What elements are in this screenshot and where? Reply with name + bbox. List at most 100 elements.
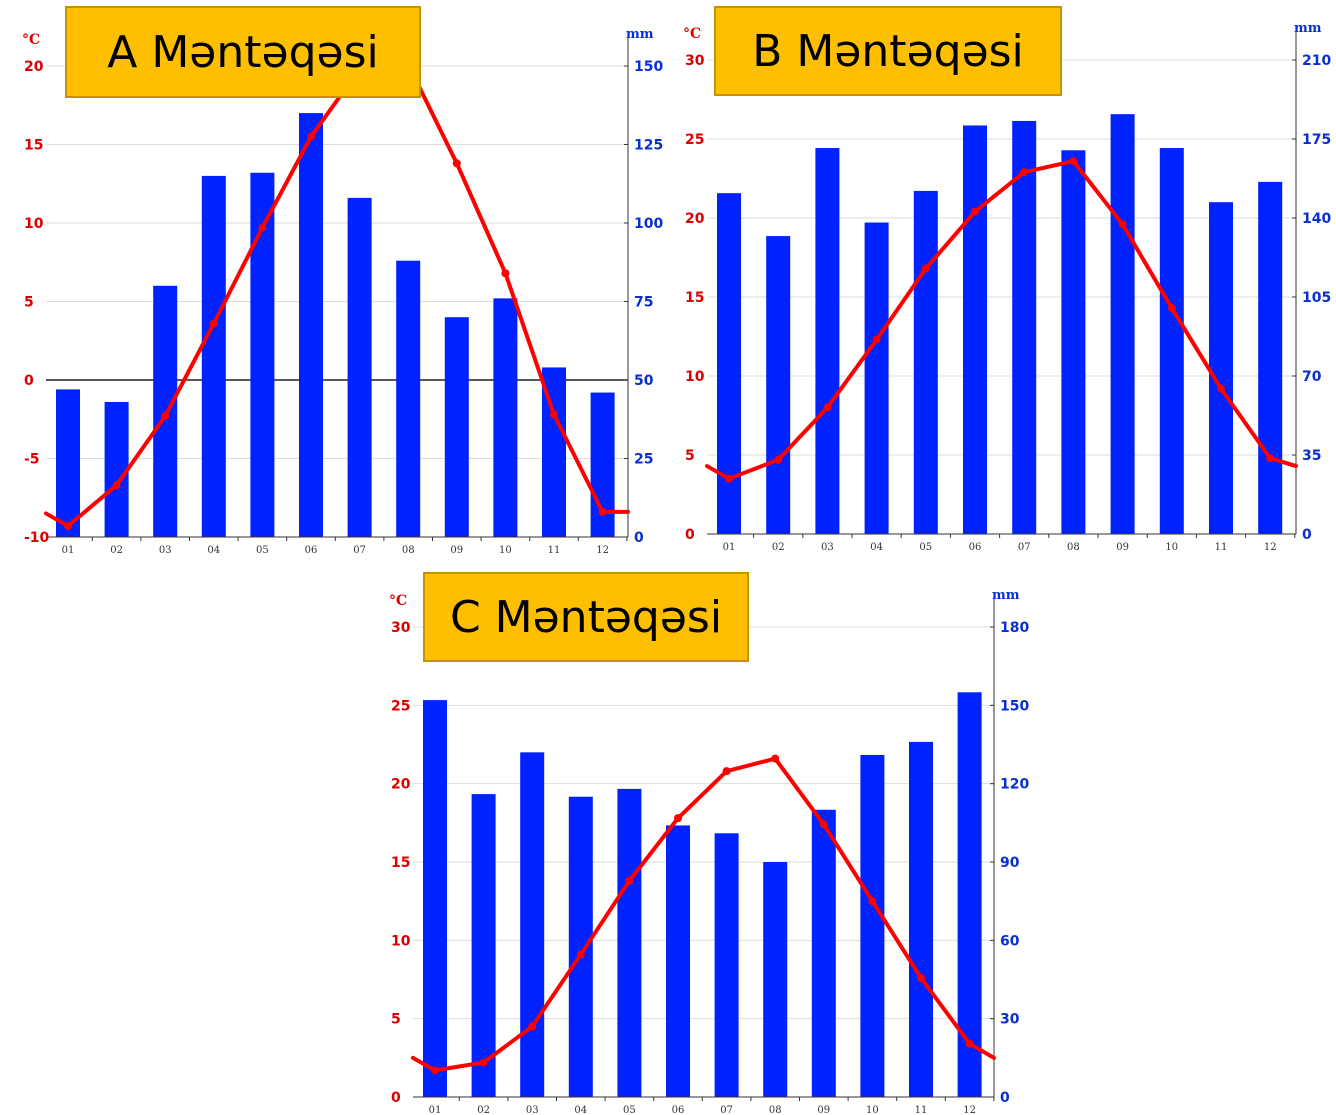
precip-tick-label: 100: [634, 216, 663, 232]
precip-bar: [201, 175, 226, 537]
temp-tick-label: 15: [391, 855, 410, 871]
month-label: 07: [720, 1105, 733, 1115]
temperature-line: [705, 159, 1298, 481]
month-label: 11: [548, 545, 561, 556]
temp-tick-label: -5: [24, 452, 40, 468]
temperature-point: [971, 207, 979, 216]
temp-tick-label: 20: [24, 59, 44, 75]
precip-tick-label: 105: [1302, 290, 1331, 306]
temperature-point: [1266, 454, 1275, 463]
precip-bar: [617, 788, 642, 1097]
month-label: 05: [919, 542, 932, 553]
temperature-point: [921, 264, 930, 273]
precip-tick-label: 75: [634, 295, 653, 311]
month-label: 11: [1215, 542, 1228, 553]
month-label: 11: [915, 1105, 928, 1115]
temperature-point: [258, 223, 267, 232]
month-label: 04: [207, 545, 220, 556]
precip-bar: [815, 148, 840, 534]
temp-tick-label: 15: [685, 290, 704, 306]
precip-tick-label: 180: [1000, 620, 1029, 636]
temp-tick-label: 5: [24, 295, 34, 311]
precip-tick-label: 0: [1000, 1090, 1010, 1106]
temperature-point: [965, 1039, 974, 1048]
month-label: 09: [1116, 542, 1129, 553]
temperature-point: [823, 403, 832, 412]
temp-tick-label: -10: [24, 530, 50, 546]
precip-bar: [299, 113, 323, 537]
temp-tick-label: 25: [685, 132, 704, 148]
month-label: 09: [817, 1105, 830, 1115]
chart-a-title: A Məntəqəsi: [65, 6, 421, 98]
month-label: 01: [723, 542, 736, 553]
precip-bar: [666, 825, 690, 1097]
precip-bar: [347, 197, 372, 537]
temperature-point: [872, 335, 881, 344]
precip-bar: [1061, 150, 1086, 535]
temperature-point: [161, 412, 170, 421]
precip-tick-label: 0: [634, 530, 644, 546]
precip-unit-label: mm: [626, 27, 654, 42]
temp-tick-label: 5: [391, 1012, 401, 1028]
precip-bar: [423, 700, 447, 1097]
month-label: 04: [574, 1105, 587, 1115]
month-label: 06: [969, 542, 982, 553]
temperature-point: [209, 319, 218, 328]
temperature-point: [1020, 168, 1029, 177]
month-label: 07: [1018, 542, 1031, 553]
temperature-point: [722, 767, 731, 776]
month-label: 03: [159, 545, 172, 556]
temp-tick-label: 30: [391, 620, 411, 636]
month-label: 02: [772, 542, 785, 553]
temperature-point: [452, 159, 461, 168]
temp-tick-label: 15: [24, 138, 43, 154]
temperature-point: [1217, 384, 1225, 393]
temperature-point: [725, 474, 733, 483]
precip-unit-label: mm: [1294, 21, 1322, 36]
precip-tick-label: 30: [1000, 1012, 1020, 1028]
precip-bar: [1209, 202, 1233, 534]
temperature-point: [774, 455, 783, 464]
month-label: 10: [1165, 542, 1178, 553]
precip-bar: [153, 285, 178, 537]
precip-bar: [717, 193, 741, 534]
precip-bar: [56, 389, 80, 537]
month-label: 03: [526, 1105, 539, 1115]
precip-bar: [104, 401, 129, 537]
month-label: 02: [110, 545, 123, 556]
chart-c-title: C Məntəqəsi: [423, 572, 749, 662]
month-label: 01: [62, 545, 75, 556]
temperature-line: [44, 62, 630, 529]
temp-tick-label: 0: [685, 527, 695, 543]
chart-b-title: B Məntəqəsi: [714, 6, 1062, 96]
precip-tick-label: 125: [634, 138, 663, 154]
precip-unit-label: mm: [992, 588, 1020, 603]
temperature-point: [479, 1058, 488, 1067]
precip-bar: [963, 125, 987, 534]
month-label: 09: [450, 545, 463, 556]
precip-bar: [763, 862, 788, 1097]
precip-bar: [520, 752, 545, 1097]
temperature-line: [411, 756, 996, 1073]
precip-bar: [766, 236, 791, 535]
precip-bar: [444, 317, 469, 537]
precip-bar: [568, 796, 593, 1097]
temperature-point: [1069, 157, 1078, 166]
temperature-point: [431, 1066, 439, 1075]
temperature-point: [64, 522, 72, 531]
precip-tick-label: 175: [1302, 132, 1331, 148]
precip-bar: [714, 833, 739, 1097]
temperature-point: [1118, 220, 1127, 229]
precip-bar: [909, 741, 933, 1097]
temperature-point: [868, 897, 877, 906]
precip-tick-label: 120: [1000, 777, 1029, 793]
precip-bar: [1012, 120, 1037, 534]
temp-tick-label: 10: [391, 933, 411, 949]
month-label: 03: [821, 542, 834, 553]
precip-bar: [1110, 114, 1135, 535]
temp-tick-label: 10: [685, 369, 705, 385]
precip-bar: [1258, 181, 1283, 534]
precip-tick-label: 90: [1000, 855, 1020, 871]
precip-tick-label: 70: [1302, 369, 1322, 385]
